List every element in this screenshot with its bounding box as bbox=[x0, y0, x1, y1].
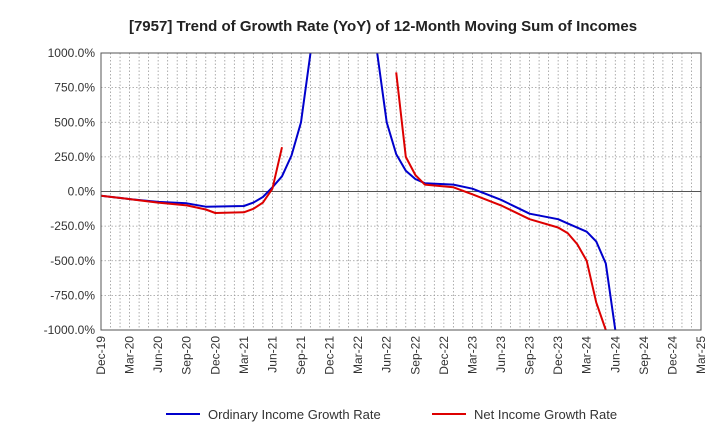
chart-title: [7957] Trend of Growth Rate (YoY) of 12-… bbox=[129, 18, 637, 35]
x-tick-label: Jun-21 bbox=[265, 336, 279, 373]
series-line-2 bbox=[100, 146, 283, 214]
y-tick-label: 250.0% bbox=[54, 150, 95, 164]
plot-frame bbox=[100, 52, 702, 331]
x-tick-label: Jun-20 bbox=[151, 336, 165, 373]
y-tick-label: -250.0% bbox=[50, 219, 95, 233]
x-tick-label: Sep-21 bbox=[294, 336, 308, 375]
grid bbox=[101, 53, 701, 330]
series-line-2 bbox=[395, 72, 607, 331]
x-tick-label: Dec-22 bbox=[437, 336, 451, 375]
series-lines bbox=[100, 52, 617, 331]
y-tick-label: 1000.0% bbox=[48, 46, 96, 60]
y-tick-label: -500.0% bbox=[50, 254, 95, 268]
legend-label-1: Ordinary Income Growth Rate bbox=[208, 407, 381, 422]
y-tick-label: 500.0% bbox=[54, 115, 95, 129]
x-tick-label: Mar-25 bbox=[694, 336, 708, 374]
series-line-1 bbox=[376, 52, 617, 331]
x-tick-label: Mar-22 bbox=[351, 336, 365, 374]
y-tick-label: 750.0% bbox=[54, 81, 95, 95]
x-tick-label: Sep-24 bbox=[637, 336, 651, 375]
x-tick-label: Dec-19 bbox=[94, 336, 108, 375]
y-axis: 1000.0% 750.0% 500.0% 250.0% 0.0% -250.0% -500… bbox=[44, 46, 96, 337]
y-tick-label: -750.0% bbox=[50, 288, 95, 302]
x-tick-label: Jun-22 bbox=[380, 336, 394, 373]
x-tick-label: Mar-23 bbox=[465, 336, 479, 374]
x-tick-label: Jun-24 bbox=[608, 336, 622, 373]
legend-label-2: Net Income Growth Rate bbox=[474, 407, 617, 422]
x-tick-label: Jun-23 bbox=[494, 336, 508, 373]
x-tick-label: Dec-20 bbox=[208, 336, 222, 375]
x-tick-label: Sep-22 bbox=[408, 336, 422, 375]
y-tick-label: 0.0% bbox=[68, 185, 96, 199]
x-tick-label: Dec-24 bbox=[665, 336, 679, 375]
x-tick-label: Mar-20 bbox=[123, 336, 137, 374]
x-axis: Dec-19 Mar-20 Jun-20 Sep-20 Dec-20 Mar-21 Jun-… bbox=[94, 336, 708, 375]
x-tick-label: Mar-24 bbox=[580, 336, 594, 374]
x-tick-label: Mar-21 bbox=[237, 336, 251, 374]
x-tick-label: Sep-23 bbox=[523, 336, 537, 375]
x-tick-label: Sep-20 bbox=[180, 336, 194, 375]
x-tick-label: Dec-21 bbox=[323, 336, 337, 375]
y-tick-label: -1000.0% bbox=[44, 323, 96, 337]
x-tick-label: Dec-23 bbox=[551, 336, 565, 375]
legend: Ordinary Income Growth Rate Net Income Gr… bbox=[166, 407, 617, 422]
